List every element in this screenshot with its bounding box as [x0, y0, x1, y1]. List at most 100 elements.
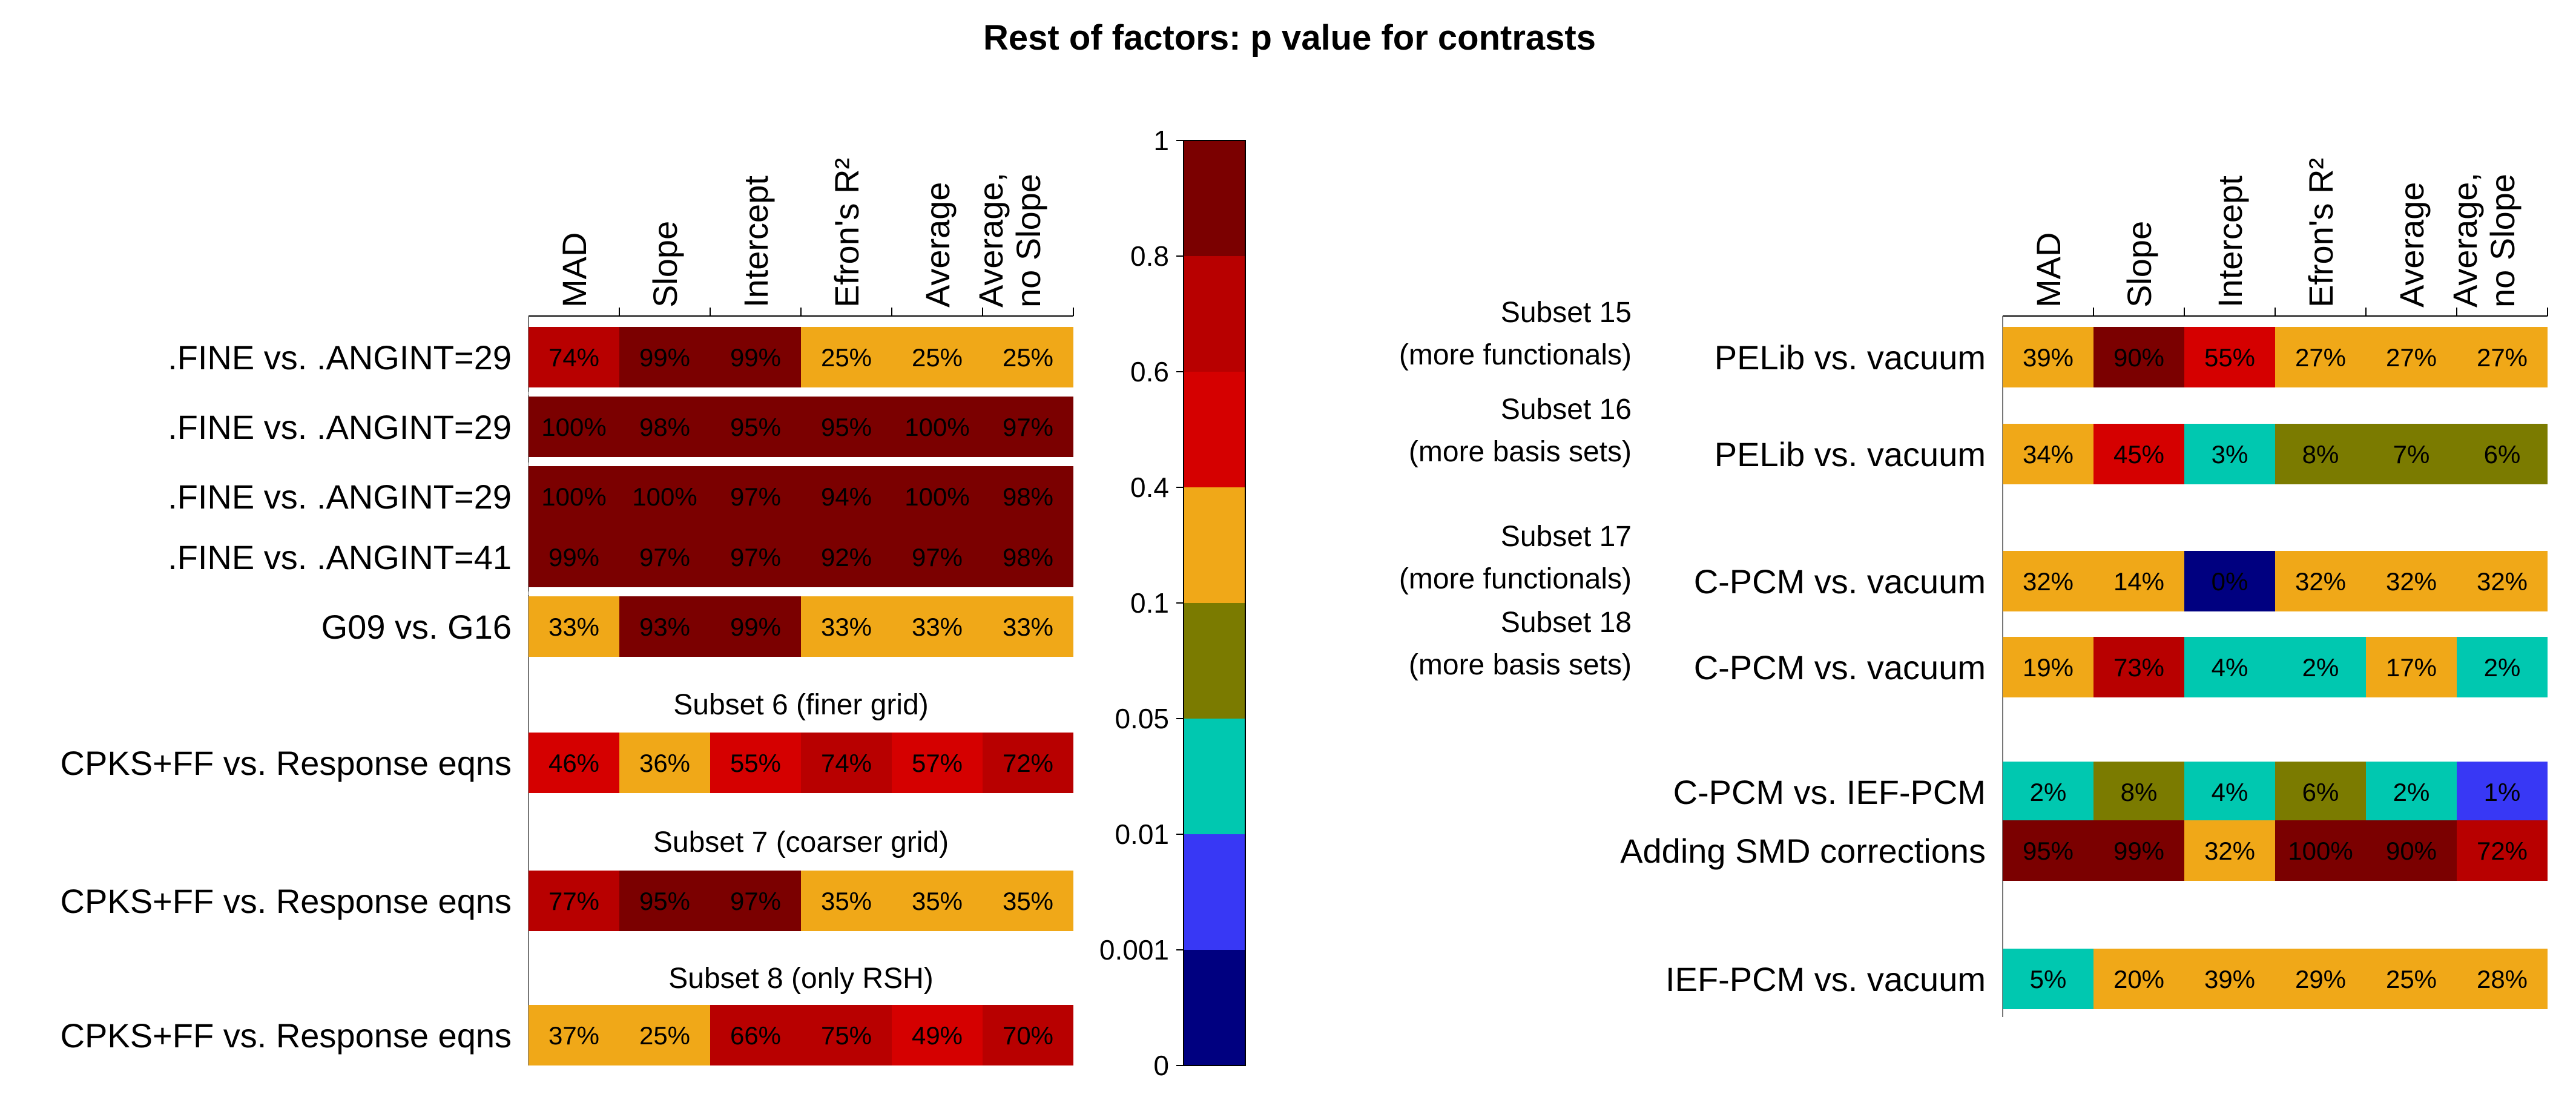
column-label: Slope — [646, 221, 684, 308]
heatmap-cell — [710, 1005, 801, 1065]
heatmap-cell — [2003, 551, 2093, 611]
cell-value-label: 33% — [821, 613, 872, 641]
heatmap-cell — [983, 871, 1073, 931]
heatmap-cell — [892, 596, 983, 657]
heatmap-cell — [2275, 551, 2366, 611]
cell-value-label: 55% — [2204, 343, 2255, 372]
cell-value-label: 7% — [2393, 440, 2430, 469]
heatmap-cell — [2093, 424, 2184, 484]
cell-value-label: 98% — [639, 413, 690, 441]
cell-value-label: 32% — [2295, 567, 2346, 596]
row-label: PELib vs. vacuum — [1715, 435, 1986, 473]
cell-value-label: 74% — [821, 749, 872, 777]
heatmap-cell — [710, 596, 801, 657]
heatmap-cell — [619, 527, 710, 587]
row-label: C-PCM vs. vacuum — [1694, 648, 1986, 687]
cell-value-label: 35% — [1003, 887, 1053, 915]
row-label: CPKS+FF vs. Response eqns — [61, 744, 512, 782]
cell-value-label: 25% — [1003, 343, 1053, 372]
colorbar-segment — [1184, 487, 1245, 604]
heatmap-cell — [892, 1005, 983, 1065]
row-label: C-PCM vs. IEF-PCM — [1673, 773, 1986, 811]
heatmap-cell — [2003, 820, 2093, 881]
heatmap-cell — [892, 527, 983, 587]
heatmap-cell — [2184, 637, 2275, 697]
heatmap-cell — [2457, 637, 2548, 697]
cell-value-label: 20% — [2113, 965, 2164, 993]
column-label-line: Average — [2393, 182, 2431, 308]
cell-value-label: 25% — [2386, 965, 2437, 993]
cell-value-label: 33% — [1003, 613, 1053, 641]
cell-value-label: 93% — [639, 613, 690, 641]
cell-value-label: 2% — [2030, 778, 2067, 806]
heatmap-cell — [983, 397, 1073, 457]
colorbar-segment — [1184, 950, 1245, 1066]
cell-value-label: 25% — [639, 1021, 690, 1050]
cell-value-label: 49% — [912, 1021, 963, 1050]
column-label: Intercept — [2211, 176, 2249, 308]
heatmap-cell — [710, 397, 801, 457]
heatmap-cell — [2366, 637, 2457, 697]
cell-value-label: 32% — [2204, 837, 2255, 865]
cell-value-label: 97% — [639, 543, 690, 571]
column-label-line: no Slope — [1009, 174, 1047, 308]
heatmap-cell — [2184, 820, 2275, 881]
right-panel: MAD Slope Intercept Efron's R² Average Averag… — [1399, 158, 2548, 1017]
cell-value-label: 14% — [2113, 567, 2164, 596]
heatmap-cell — [2003, 424, 2093, 484]
cell-value-label: 19% — [2023, 653, 2074, 682]
cell-value-label: 46% — [548, 749, 599, 777]
heatmap-cell — [983, 596, 1073, 657]
heatmap-cell — [2093, 327, 2184, 387]
cell-value-label: 99% — [730, 613, 781, 641]
colorbar-tick-label: 0.4 — [1130, 472, 1169, 503]
heatmap-cell — [2366, 327, 2457, 387]
heatmap-cell — [2184, 949, 2275, 1009]
colorbar-tick-label: 1 — [1153, 125, 1169, 156]
column-label-line: Efron's R² — [2302, 158, 2340, 308]
cell-value-label: 97% — [730, 543, 781, 571]
heatmap-cell — [801, 327, 892, 387]
cell-value-label: 32% — [2386, 567, 2437, 596]
cell-value-label: 97% — [1003, 413, 1053, 441]
cell-value-label: 5% — [2030, 965, 2067, 993]
heatmap-cell — [2457, 551, 2548, 611]
heatmap-cell — [2457, 762, 2548, 822]
row-separator — [529, 463, 1073, 466]
row-label: PELib vs. vacuum — [1715, 338, 1986, 377]
heatmap-cell — [2093, 762, 2184, 822]
subset-label: Subset 17 — [1501, 521, 1632, 553]
heatmap-cell — [2457, 327, 2548, 387]
column-label: Average — [2393, 182, 2431, 308]
subset-label: (more basis sets) — [1409, 649, 1632, 681]
heatmap-cell — [801, 1005, 892, 1065]
cell-value-label: 92% — [821, 543, 872, 571]
cell-value-label: 99% — [730, 343, 781, 372]
column-label-line: Average, — [2446, 173, 2484, 308]
colorbar-segment — [1184, 719, 1245, 835]
heatmap-cell — [801, 871, 892, 931]
column-label-line: Efron's R² — [828, 158, 866, 308]
heatmap-cell — [710, 871, 801, 931]
heatmap-cell — [710, 327, 801, 387]
cell-value-label: 32% — [2023, 567, 2074, 596]
heatmap-cell — [2366, 949, 2457, 1009]
row-label: G09 vs. G16 — [321, 608, 512, 646]
heatmap-cell — [983, 527, 1073, 587]
heatmap-cell — [2275, 637, 2366, 697]
column-label: Average,no Slope — [2446, 173, 2522, 308]
heatmap-cell — [892, 466, 983, 527]
cell-value-label: 32% — [2477, 567, 2528, 596]
cell-value-label: 45% — [2113, 440, 2164, 469]
cell-value-label: 35% — [912, 887, 963, 915]
column-label-line: MAD — [2029, 232, 2067, 308]
heatmap-cell — [529, 871, 619, 931]
cell-value-label: 97% — [730, 482, 781, 511]
cell-value-label: 6% — [2302, 778, 2339, 806]
heatmap-cell — [529, 1005, 619, 1065]
column-label-line: Slope — [2120, 221, 2158, 308]
subset-label: Subset 7 (coarser grid) — [653, 826, 949, 858]
heatmap-cell — [2093, 551, 2184, 611]
cell-value-label: 34% — [2023, 440, 2074, 469]
heatmap-cell — [529, 466, 619, 527]
